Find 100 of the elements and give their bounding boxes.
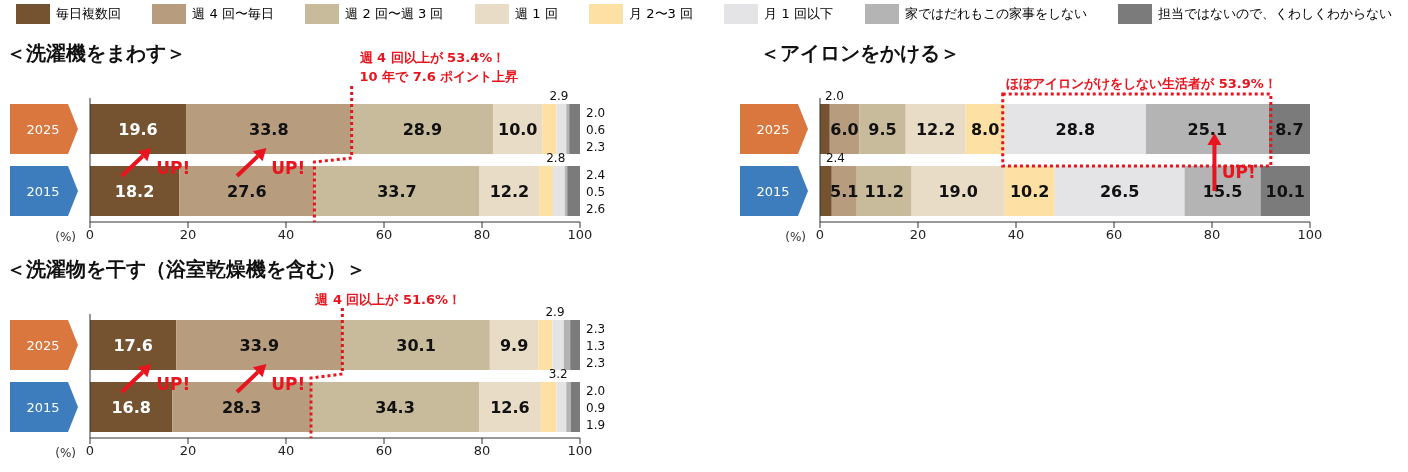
chart-title: ＜アイロンをかける＞ <box>760 41 960 65</box>
data-label: 8.7 <box>1275 120 1304 139</box>
y-tick-label: 2025 <box>26 338 60 353</box>
text: 10 年で 7.6 ポイント上昇 <box>359 69 519 84</box>
data-label: 2.0 <box>586 106 606 121</box>
x-tick-label: 20 <box>179 227 197 243</box>
bar <box>479 166 540 216</box>
x-tick-label: 20 <box>179 443 197 459</box>
data-label: 12.2 <box>489 182 530 201</box>
data-label: 3.2 <box>548 367 568 381</box>
bar <box>566 382 571 432</box>
data-label: 30.1 <box>396 336 436 355</box>
data-label: 8.0 <box>970 120 1000 139</box>
data-label: 25.1 <box>1187 120 1228 139</box>
data-label: 26.5 <box>1099 182 1140 201</box>
x-tick-label: 40 <box>1007 227 1025 243</box>
text: 週 4 回以上が 53.4%！ <box>358 50 506 65</box>
text: ほぼアイロンがけをしない生活者が 53.9%！ <box>1006 76 1277 91</box>
data-label: 1.3 <box>586 339 606 353</box>
bar <box>186 104 352 154</box>
bar <box>1145 104 1269 154</box>
x-tick-label: 20 <box>909 227 927 243</box>
data-label: 19.6 <box>118 120 158 139</box>
legend-label: 担当ではないので、くわしくわからない <box>1158 5 1393 23</box>
data-label: 0.5 <box>586 185 606 199</box>
x-axis-title: (%) <box>55 446 76 460</box>
legend-label: 週 4 回〜毎日 <box>192 5 274 23</box>
chart-title: ＜洗濯物を干す（浴室乾燥機を含む）＞ <box>6 257 366 281</box>
data-label: 18.2 <box>114 182 155 201</box>
bar <box>567 166 580 216</box>
text: 週 4 回以上が 51.6%！ <box>314 292 462 307</box>
x-tick-label: 60 <box>375 227 393 243</box>
bar <box>553 166 565 216</box>
bar <box>859 104 906 154</box>
y-tick-label: 2015 <box>756 184 790 199</box>
y-tick-label: 2025 <box>756 122 790 137</box>
data-label: 12.2 <box>915 120 956 139</box>
x-axis-title: (%) <box>785 230 806 244</box>
bar <box>556 382 567 432</box>
bar <box>856 166 912 216</box>
x-tick-label: 0 <box>85 227 95 243</box>
x-tick-label: 40 <box>277 227 295 243</box>
x-tick-label: 80 <box>1203 227 1221 243</box>
bar <box>570 382 580 432</box>
y-tick-label: 2015 <box>26 184 60 199</box>
x-tick-label: 100 <box>567 227 593 243</box>
bar <box>90 320 177 370</box>
bar <box>570 320 580 370</box>
data-label: 2.4 <box>825 151 845 165</box>
data-label: 33.8 <box>249 120 289 139</box>
x-tick-label: 100 <box>567 443 593 459</box>
data-label: 2.0 <box>824 89 844 103</box>
legend-label: 週 2 回〜週 3 回 <box>345 5 444 23</box>
bar <box>1004 104 1146 154</box>
x-axis-title: (%) <box>55 230 76 244</box>
data-label: 9.9 <box>499 336 529 355</box>
x-tick-label: 80 <box>473 443 491 459</box>
chart-title: ＜洗濯機をまわす＞ <box>6 41 186 65</box>
bar <box>479 382 541 432</box>
data-label: 9.5 <box>868 120 897 139</box>
data-label: 0.6 <box>586 123 606 137</box>
data-label: 15.5 <box>1202 182 1243 201</box>
data-label: 6.0 <box>830 120 859 139</box>
data-label: 33.7 <box>377 182 417 201</box>
x-tick-label: 60 <box>375 443 393 459</box>
data-label: 33.9 <box>239 336 280 355</box>
x-tick-label: 0 <box>85 443 95 459</box>
bar <box>539 166 554 216</box>
bar <box>566 104 570 154</box>
data-label: 2.0 <box>586 384 606 399</box>
data-label: 27.6 <box>227 182 267 201</box>
data-label: 12.6 <box>490 398 530 417</box>
data-label: 28.9 <box>402 120 443 139</box>
data-label: 10.2 <box>1009 182 1050 201</box>
bar <box>556 104 567 154</box>
data-label: 2.8 <box>546 151 566 165</box>
data-label: 10.0 <box>498 120 538 139</box>
data-label: 2.3 <box>586 355 606 370</box>
data-label: 1.9 <box>586 417 606 432</box>
data-label: 2.3 <box>586 139 606 154</box>
bar <box>90 104 187 154</box>
data-label: 16.8 <box>111 398 151 417</box>
data-label: 10.1 <box>1265 182 1305 201</box>
legend-label: 家ではだれもこの家事をしない <box>904 5 1087 23</box>
x-tick-label: 80 <box>473 227 491 243</box>
bar <box>540 382 557 432</box>
bar <box>342 320 490 370</box>
bar <box>820 104 830 154</box>
x-tick-label: 0 <box>815 227 825 243</box>
bar <box>314 166 480 216</box>
data-label: 11.2 <box>864 182 904 201</box>
data-label: 28.3 <box>221 398 262 417</box>
bar <box>310 382 480 432</box>
bar <box>1054 166 1185 216</box>
annotation: UP! <box>156 374 191 394</box>
bar <box>351 104 494 154</box>
data-label: 2.6 <box>586 201 606 216</box>
x-tick-label: 60 <box>1105 227 1123 243</box>
y-tick-label: 2025 <box>26 122 60 137</box>
data-label: 2.9 <box>549 89 569 103</box>
